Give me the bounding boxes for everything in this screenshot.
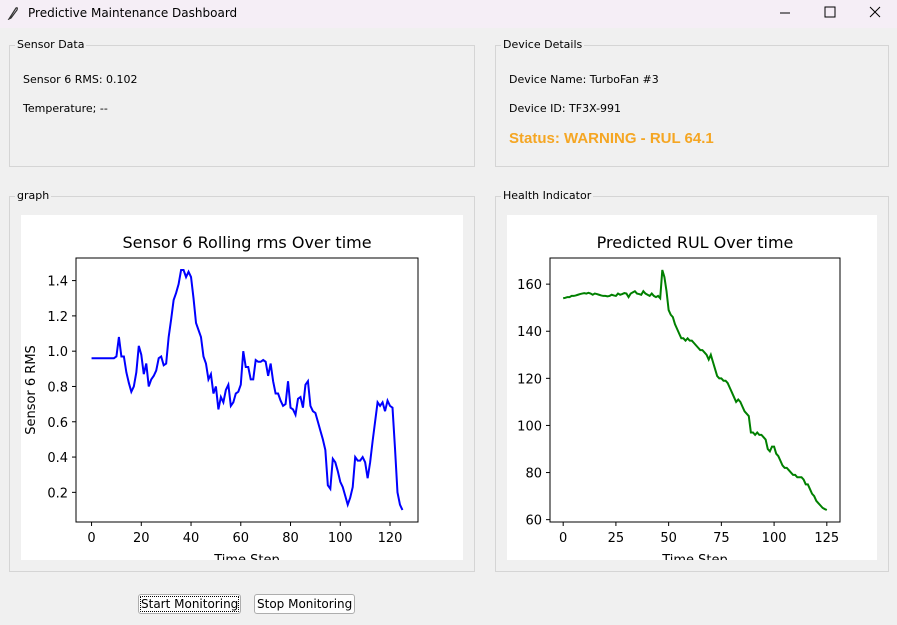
y-tick-label: 120 [517, 372, 542, 387]
x-tick-label: 75 [713, 531, 730, 546]
y-tick-label: 160 [517, 278, 542, 293]
y-tick-label: 1.4 [47, 275, 68, 290]
chart-title: Predicted RUL Over time [597, 233, 794, 252]
x-axis-label: Time Step [213, 553, 280, 568]
window-title: Predictive Maintenance Dashboard [28, 6, 238, 20]
chart-background [21, 215, 463, 560]
x-tick-label: 125 [814, 531, 839, 546]
chart-title: Sensor 6 Rolling rms Over time [122, 233, 371, 252]
y-tick-label: 100 [517, 419, 542, 434]
axes-frame [549, 257, 841, 523]
stop-button[interactable]: Stop Monitoring [254, 594, 356, 614]
x-tick-label: 100 [328, 531, 353, 546]
y-tick-label: 1.0 [47, 345, 68, 360]
sensor-frame [9, 45, 475, 167]
x-tick-label: 80 [282, 531, 299, 546]
x-tick-label: 120 [378, 531, 403, 546]
line-series [91, 269, 404, 511]
x-tick-label: 25 [608, 531, 625, 546]
title-bar: Predictive Maintenance Dashboard [0, 0, 897, 28]
status-label: Status: WARNING - RUL 64.1 [509, 130, 714, 147]
window-controls[interactable] [760, 0, 897, 28]
start-button[interactable]: Start Monitoring [138, 594, 242, 614]
chart: Predicted RUL Over time 0 25 50 75 100 125 60 80… [507, 215, 877, 568]
graph-frame [9, 196, 475, 572]
frame-label: Health Indicator [501, 189, 594, 202]
close[interactable] [869, 6, 881, 18]
y-tick-label: 0.2 [47, 486, 68, 501]
x-tick-label: 0 [87, 531, 95, 546]
y-axis-label: Sensor 6 RMS [24, 345, 39, 435]
health-frame [495, 196, 889, 572]
maximize[interactable] [824, 6, 836, 18]
x-tick-label: 50 [660, 531, 677, 546]
chart-background [507, 215, 877, 560]
device-name: Device Name: TurboFan #3 [509, 73, 659, 86]
y-tick-label: 0.4 [47, 451, 68, 466]
x-tick-label: 100 [762, 531, 787, 546]
line-series [562, 269, 828, 511]
rms-label: Sensor 6 RMS: 0.102 [23, 73, 138, 86]
frame-label: graph [15, 189, 52, 202]
temperature-label: Temperature; -- [23, 102, 108, 115]
chart: Sensor 6 Rolling rms Over time 0 20 40 60 80 1… [21, 215, 463, 568]
y-tick-label: 60 [525, 514, 542, 529]
frame-label: Sensor Data [15, 38, 87, 51]
axes-frame [75, 257, 419, 523]
y-tick-label: 0.6 [47, 416, 68, 431]
x-tick-label: 20 [133, 531, 150, 546]
x-axis-label: Time Step [661, 553, 728, 568]
y-tick-label: 0.8 [47, 380, 68, 395]
device-frame [495, 45, 889, 167]
y-tick-label: 80 [525, 467, 542, 482]
y-tick-label: 1.2 [47, 310, 68, 325]
x-tick-label: 60 [233, 531, 250, 546]
device-id: Device ID: TF3X-991 [509, 102, 622, 115]
x-tick-label: 0 [559, 531, 567, 546]
x-tick-label: 40 [183, 531, 200, 546]
y-tick-label: 140 [517, 325, 542, 340]
frame-label: Device Details [501, 38, 585, 51]
app-icon [7, 7, 18, 20]
